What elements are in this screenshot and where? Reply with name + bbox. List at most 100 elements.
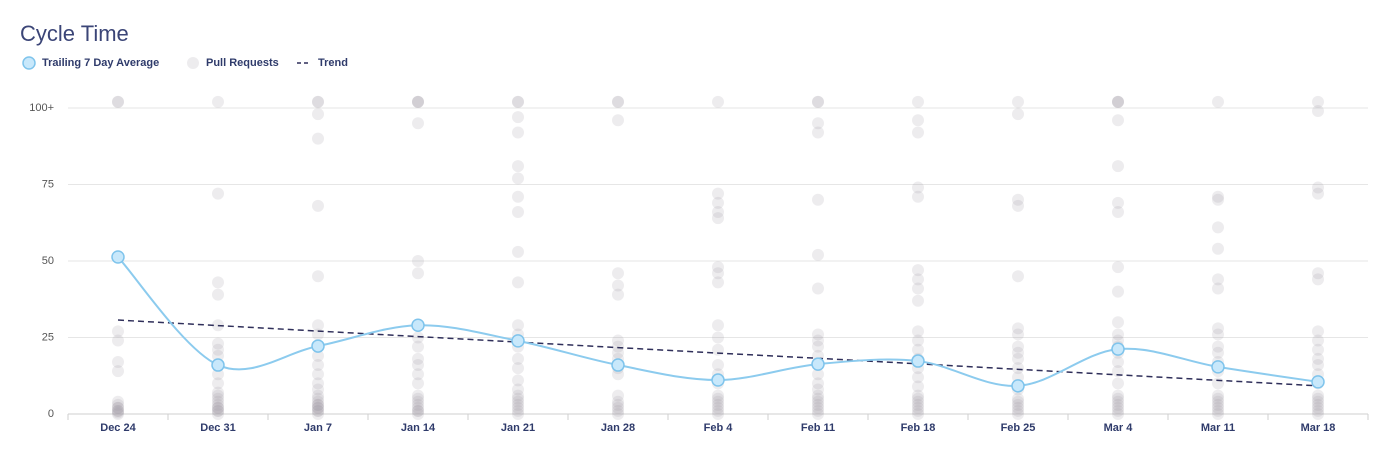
pull-request-dot bbox=[112, 355, 124, 368]
pull-request-dot bbox=[312, 95, 324, 108]
pull-request-dot bbox=[812, 126, 824, 139]
average-point bbox=[911, 354, 925, 368]
pull-request-dot bbox=[512, 389, 524, 402]
pull-request-dot bbox=[1312, 401, 1324, 414]
pull-request-dot bbox=[812, 340, 824, 353]
pull-request-dot bbox=[1112, 389, 1124, 402]
pull-request-dot bbox=[512, 206, 524, 219]
pull-request-dot bbox=[912, 282, 924, 295]
pull-request-dot bbox=[812, 408, 824, 420]
pull-request-dot bbox=[412, 255, 424, 267]
pull-request-dot bbox=[312, 392, 324, 405]
pull-request-dot bbox=[312, 395, 324, 408]
pull-request-dot bbox=[1012, 398, 1024, 411]
x-tick-label: Mar 11 bbox=[1201, 422, 1235, 434]
pull-request-dot bbox=[212, 377, 224, 390]
average-point bbox=[1211, 360, 1225, 374]
pull-request-dot bbox=[1112, 261, 1124, 274]
pull-request-dot bbox=[1012, 392, 1024, 405]
pull-request-dot bbox=[112, 401, 124, 414]
pull-request-dot bbox=[1012, 346, 1024, 359]
pull-request-dot bbox=[1012, 401, 1024, 414]
pull-request-dot bbox=[1112, 316, 1124, 329]
pull-request-dot bbox=[1312, 395, 1324, 408]
pull-request-dot bbox=[612, 404, 624, 417]
pull-request-dot bbox=[412, 395, 424, 408]
pull-request-dot bbox=[312, 108, 324, 121]
x-tick-label: Feb 11 bbox=[801, 422, 835, 434]
pull-request-dot bbox=[712, 331, 724, 344]
pull-request-dot bbox=[512, 319, 524, 332]
pull-request-dot bbox=[1112, 365, 1124, 378]
pull-request-dot bbox=[1312, 398, 1324, 411]
pull-request-dot bbox=[912, 371, 924, 384]
pull-request-dot bbox=[312, 270, 324, 283]
pull-request-dot bbox=[412, 95, 424, 108]
legend-icon bbox=[187, 57, 199, 69]
pull-request-dot bbox=[1312, 334, 1324, 347]
pull-request-dot bbox=[412, 408, 424, 420]
pull-request-dot bbox=[512, 276, 524, 289]
pull-request-dot bbox=[612, 95, 624, 108]
pull-request-dot bbox=[512, 401, 524, 414]
x-tick-label: Jan 7 bbox=[304, 422, 332, 434]
pull-request-dot bbox=[712, 261, 724, 274]
y-tick-label: 100+ bbox=[29, 102, 54, 114]
pull-request-dot bbox=[812, 368, 824, 381]
pull-request-dot bbox=[712, 212, 724, 225]
pull-request-dot bbox=[512, 398, 524, 411]
x-tick-label: Jan 21 bbox=[501, 422, 535, 434]
pull-request-dot bbox=[712, 196, 724, 209]
legend-label: Trailing 7 Day Average bbox=[42, 57, 159, 69]
pull-request-dot bbox=[612, 288, 624, 301]
average-point bbox=[611, 358, 625, 372]
pull-request-dot bbox=[912, 392, 924, 405]
pull-request-dot bbox=[1212, 221, 1224, 234]
pull-request-dot bbox=[1212, 392, 1224, 405]
pull-request-dot bbox=[1012, 404, 1024, 417]
pull-request-dot bbox=[512, 245, 524, 258]
pull-request-dot bbox=[1012, 352, 1024, 365]
pull-request-dot bbox=[1112, 114, 1124, 127]
trend-line bbox=[117, 319, 1319, 387]
pull-request-dot bbox=[1212, 401, 1224, 414]
pull-request-dot bbox=[312, 401, 324, 414]
pull-request-dot bbox=[712, 276, 724, 289]
x-tick-label: Dec 24 bbox=[100, 422, 136, 434]
pull-request-dot bbox=[712, 206, 724, 219]
pull-request-dot bbox=[512, 352, 524, 365]
pull-request-dot bbox=[112, 404, 124, 417]
pull-request-dot bbox=[1312, 343, 1324, 356]
pull-request-dot bbox=[712, 95, 724, 108]
pull-request-dot bbox=[1012, 95, 1024, 108]
pull-request-dot bbox=[1212, 377, 1224, 390]
pull-request-dot bbox=[912, 325, 924, 338]
pull-request-dot bbox=[512, 160, 524, 173]
pull-request-dot bbox=[612, 267, 624, 280]
pull-request-dot bbox=[412, 352, 424, 365]
pull-request-dot bbox=[412, 398, 424, 411]
pull-request-dot bbox=[912, 408, 924, 420]
pull-request-dot bbox=[712, 359, 724, 372]
pull-request-dot bbox=[112, 365, 124, 378]
pull-request-dot bbox=[412, 359, 424, 372]
pull-request-dot bbox=[412, 267, 424, 280]
pull-request-dot bbox=[512, 362, 524, 375]
pull-request-dot bbox=[412, 95, 424, 108]
pull-request-dot bbox=[412, 389, 424, 402]
pull-request-dot bbox=[312, 368, 324, 381]
x-tick-label: Feb 4 bbox=[704, 422, 734, 434]
pull-request-dot bbox=[412, 401, 424, 414]
pull-request-dot bbox=[1312, 359, 1324, 372]
pull-request-dot bbox=[212, 386, 224, 399]
pull-request-dot bbox=[912, 294, 924, 307]
pull-request-dot bbox=[1112, 285, 1124, 298]
pull-request-dot bbox=[812, 383, 824, 396]
pull-request-dot bbox=[1212, 273, 1224, 286]
pull-request-dot bbox=[412, 95, 424, 108]
pull-request-dot bbox=[812, 95, 824, 108]
pull-request-dot bbox=[1012, 340, 1024, 353]
y-tick-label: 75 bbox=[42, 178, 54, 190]
pull-request-dot bbox=[512, 408, 524, 420]
average-point bbox=[1311, 375, 1325, 389]
